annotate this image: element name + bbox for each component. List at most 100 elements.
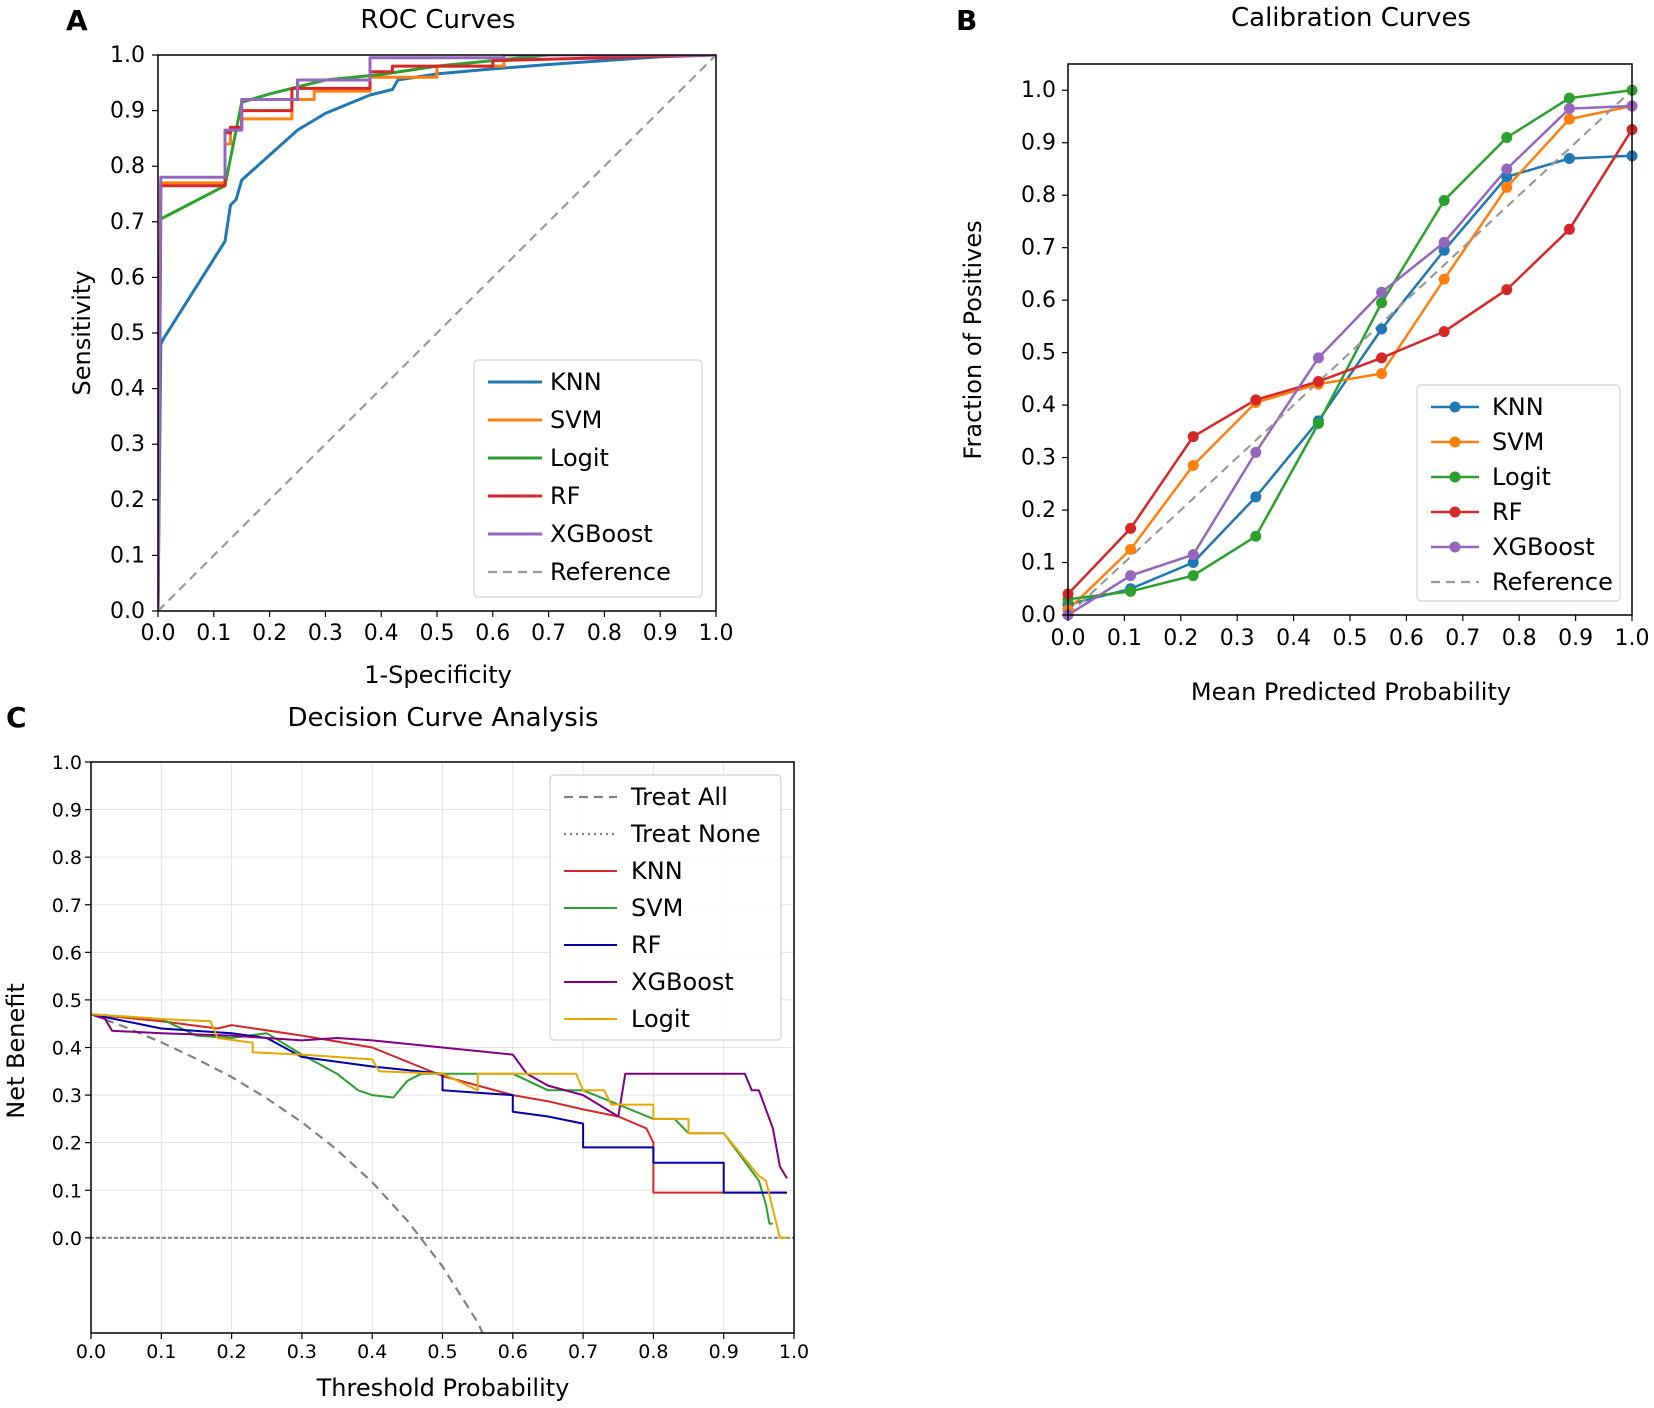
legend-box — [549, 774, 782, 1041]
series-line-rf — [1068, 128, 1632, 595]
y-tick-label: 0.6 — [1021, 288, 1056, 313]
legend-label-rf: RF — [631, 931, 661, 959]
legend-label-rf: RF — [550, 482, 580, 510]
legend-label-xgboost: XGBoost — [631, 968, 734, 996]
legend-label-knn: KNN — [550, 368, 602, 396]
series-point-svm — [1125, 543, 1137, 555]
series-line-xgboost — [91, 1013, 788, 1179]
series-point-logit — [1187, 570, 1199, 582]
x-tick-label: 0.3 — [1220, 626, 1255, 651]
series-point-rf — [1125, 522, 1137, 534]
plot-area — [158, 55, 716, 611]
x-tick-label: 0.8 — [587, 621, 622, 646]
series-point-logit — [1312, 417, 1324, 429]
calibration-xlabel: Mean Predicted Probability — [1191, 678, 1511, 706]
legend-marker — [1449, 471, 1461, 483]
series-line-logit — [91, 1013, 787, 1239]
series-point-rf — [1250, 394, 1262, 406]
series-line-xgboost — [158, 55, 716, 611]
x-tick-label: 0.0 — [1051, 626, 1086, 651]
y-tick-label: 0.7 — [1021, 236, 1056, 261]
series-point-xgboost — [1438, 236, 1450, 248]
y-tick-label: 0.4 — [52, 1038, 82, 1060]
panel-letter-b: B — [956, 4, 977, 37]
y-tick-label: 0.5 — [52, 990, 82, 1012]
y-tick-label: 0.7 — [52, 895, 82, 917]
y-tick-label: 0.4 — [110, 377, 145, 402]
x-tick-label: 0.5 — [427, 1341, 457, 1363]
y-tick-label: 0.3 — [110, 432, 145, 457]
series-point-rf — [1312, 375, 1324, 387]
panel-letter-a: A — [66, 4, 88, 37]
legend-label-svm: SVM — [1492, 428, 1544, 456]
series-point-knn — [1563, 152, 1575, 164]
calibration-ylabel: Fraction of Positives — [959, 220, 987, 459]
y-tick-label: 0.0 — [1021, 603, 1056, 628]
series-point-logit — [1250, 530, 1262, 542]
series-point-xgboost — [1563, 103, 1575, 115]
x-tick-label: 0.8 — [1502, 626, 1537, 651]
y-tick-label: 0.0 — [52, 1228, 82, 1250]
x-tick-label: 0.9 — [709, 1341, 739, 1363]
legend-label-logit: Logit — [550, 444, 609, 472]
x-tick-label: 0.9 — [643, 621, 678, 646]
y-tick-label: 0.6 — [52, 942, 82, 964]
series-line-svm — [1068, 104, 1632, 611]
series-point-logit — [1501, 131, 1513, 143]
series-point-xgboost — [1376, 286, 1388, 298]
y-tick-label: 0.5 — [110, 321, 145, 346]
calibration-panel: B Calibration Curves Mean Predicted Prob… — [956, 3, 1650, 706]
x-tick-label: 0.2 — [252, 621, 287, 646]
legend-label-treat-none: Treat None — [630, 820, 761, 848]
series-point-logit — [1376, 297, 1388, 309]
series-point-rf — [1376, 352, 1388, 364]
y-tick-label: 0.0 — [110, 599, 145, 624]
y-tick-label: 0.3 — [1021, 446, 1056, 471]
x-tick-label: 0.1 — [196, 621, 231, 646]
series-line-reference — [158, 55, 716, 611]
plot-area — [91, 1013, 794, 1333]
roc-xlabel: 1-Specificity — [364, 661, 512, 689]
y-tick-label: 0.7 — [110, 210, 145, 235]
y-tick-label: 1.0 — [1021, 78, 1056, 103]
dca-title: Decision Curve Analysis — [287, 703, 598, 733]
roc-panel: A ROC Curves 1-Specificity Sensitivity 0… — [66, 4, 734, 689]
series-point-xgboost — [1125, 570, 1137, 582]
x-tick-label: 0.1 — [1107, 626, 1142, 651]
x-tick-label: 0.0 — [76, 1341, 106, 1363]
legend-label-xgboost: XGBoost — [1492, 533, 1595, 561]
x-tick-label: 0.7 — [1445, 626, 1480, 651]
y-tick-label: 0.8 — [1021, 183, 1056, 208]
y-tick-label: 0.4 — [1021, 393, 1056, 418]
series-point-xgboost — [1312, 352, 1324, 364]
series-point-rf — [1501, 284, 1513, 296]
series-point-xgboost — [1250, 446, 1262, 458]
calibration-title: Calibration Curves — [1231, 3, 1471, 33]
x-tick-label: 0.2 — [1163, 626, 1198, 651]
series-line-knn — [158, 55, 716, 611]
legend: Treat All Treat None KNN SVM RF XGBoost Logit — [549, 774, 782, 1041]
legend-marker — [1449, 541, 1461, 553]
roc-title: ROC Curves — [360, 5, 515, 35]
series-line-treat-all — [91, 1013, 484, 1333]
x-tick-label: 0.2 — [216, 1341, 246, 1363]
series-point-logit — [1563, 92, 1575, 104]
series-point-xgboost — [1501, 163, 1513, 175]
x-tick-label: 0.6 — [1389, 626, 1424, 651]
x-tick-label: 0.3 — [287, 1341, 317, 1363]
legend-label-treat-all: Treat All — [630, 783, 728, 811]
legend-marker — [1449, 436, 1461, 448]
y-tick-label: 0.6 — [110, 265, 145, 290]
legend-label-svm: SVM — [631, 894, 683, 922]
x-tick-label: 0.7 — [531, 621, 566, 646]
series-line-knn — [1068, 154, 1632, 606]
y-tick-label: 0.3 — [52, 1085, 82, 1107]
roc-ylabel: Sensitivity — [68, 271, 96, 396]
dca-panel: C Decision Curve Analysis Threshold Prob… — [2, 701, 809, 1402]
x-tick-label: 0.0 — [141, 621, 176, 646]
series-point-knn — [1187, 557, 1199, 569]
series-point-rf — [1563, 223, 1575, 235]
x-tick-label: 0.4 — [1276, 626, 1311, 651]
x-tick-label: 0.1 — [146, 1341, 176, 1363]
